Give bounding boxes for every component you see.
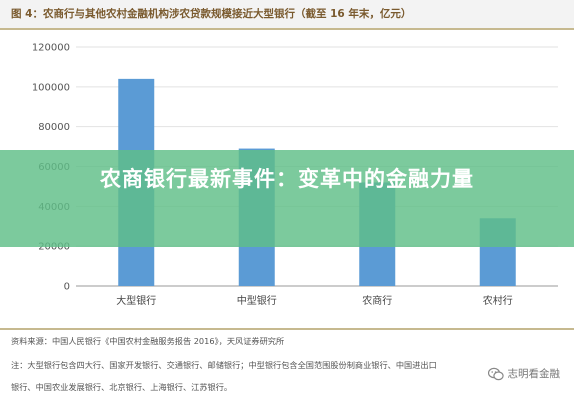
x-category-label: 农商行 — [362, 294, 392, 307]
y-tick-label: 120000 — [32, 43, 70, 54]
chart-title: 图 4：农商行与其他农村金融机构涉农贷款规模接近大型银行（截至 16 年末，亿元… — [11, 8, 412, 20]
chart-footer — [0, 328, 574, 330]
footnote-line-1: 注：大型银行包含四大行、国家开发银行、交通银行、邮储银行；中型银行包含全国范围股… — [11, 360, 437, 370]
y-tick-label: 0 — [64, 282, 70, 293]
footnote-line-2: 银行、中国农业发展银行、北京银行、上海银行、江苏银行。 — [11, 382, 233, 392]
y-tick-label: 20000 — [38, 242, 70, 253]
x-category-label: 农村行 — [483, 294, 513, 307]
source-note: 资料来源：中国人民银行《中国农村金融服务报告 2016》，天风证券研究所 — [11, 336, 285, 346]
headline-text: 农商银行最新事件：变革中的金融力量 — [100, 167, 474, 191]
chart-title-bar: 图 4：农商行与其他农村金融机构涉农贷款规模接近大型银行（截至 16 年末，亿元… — [0, 0, 574, 30]
x-axis-categories: 大型银行 中型银行 农商行 农村行 — [116, 294, 513, 307]
y-tick-label: 100000 — [32, 82, 70, 93]
x-category-label: 大型银行 — [116, 294, 156, 307]
watermark-text: 志明看金融 — [507, 368, 561, 380]
wechat-icon — [487, 367, 504, 380]
watermark: 志明看金融 — [487, 366, 561, 381]
x-category-label: 中型银行 — [237, 294, 277, 307]
y-tick-label: 80000 — [38, 122, 70, 133]
headline-banner: 农商银行最新事件：变革中的金融力量 — [0, 150, 574, 247]
